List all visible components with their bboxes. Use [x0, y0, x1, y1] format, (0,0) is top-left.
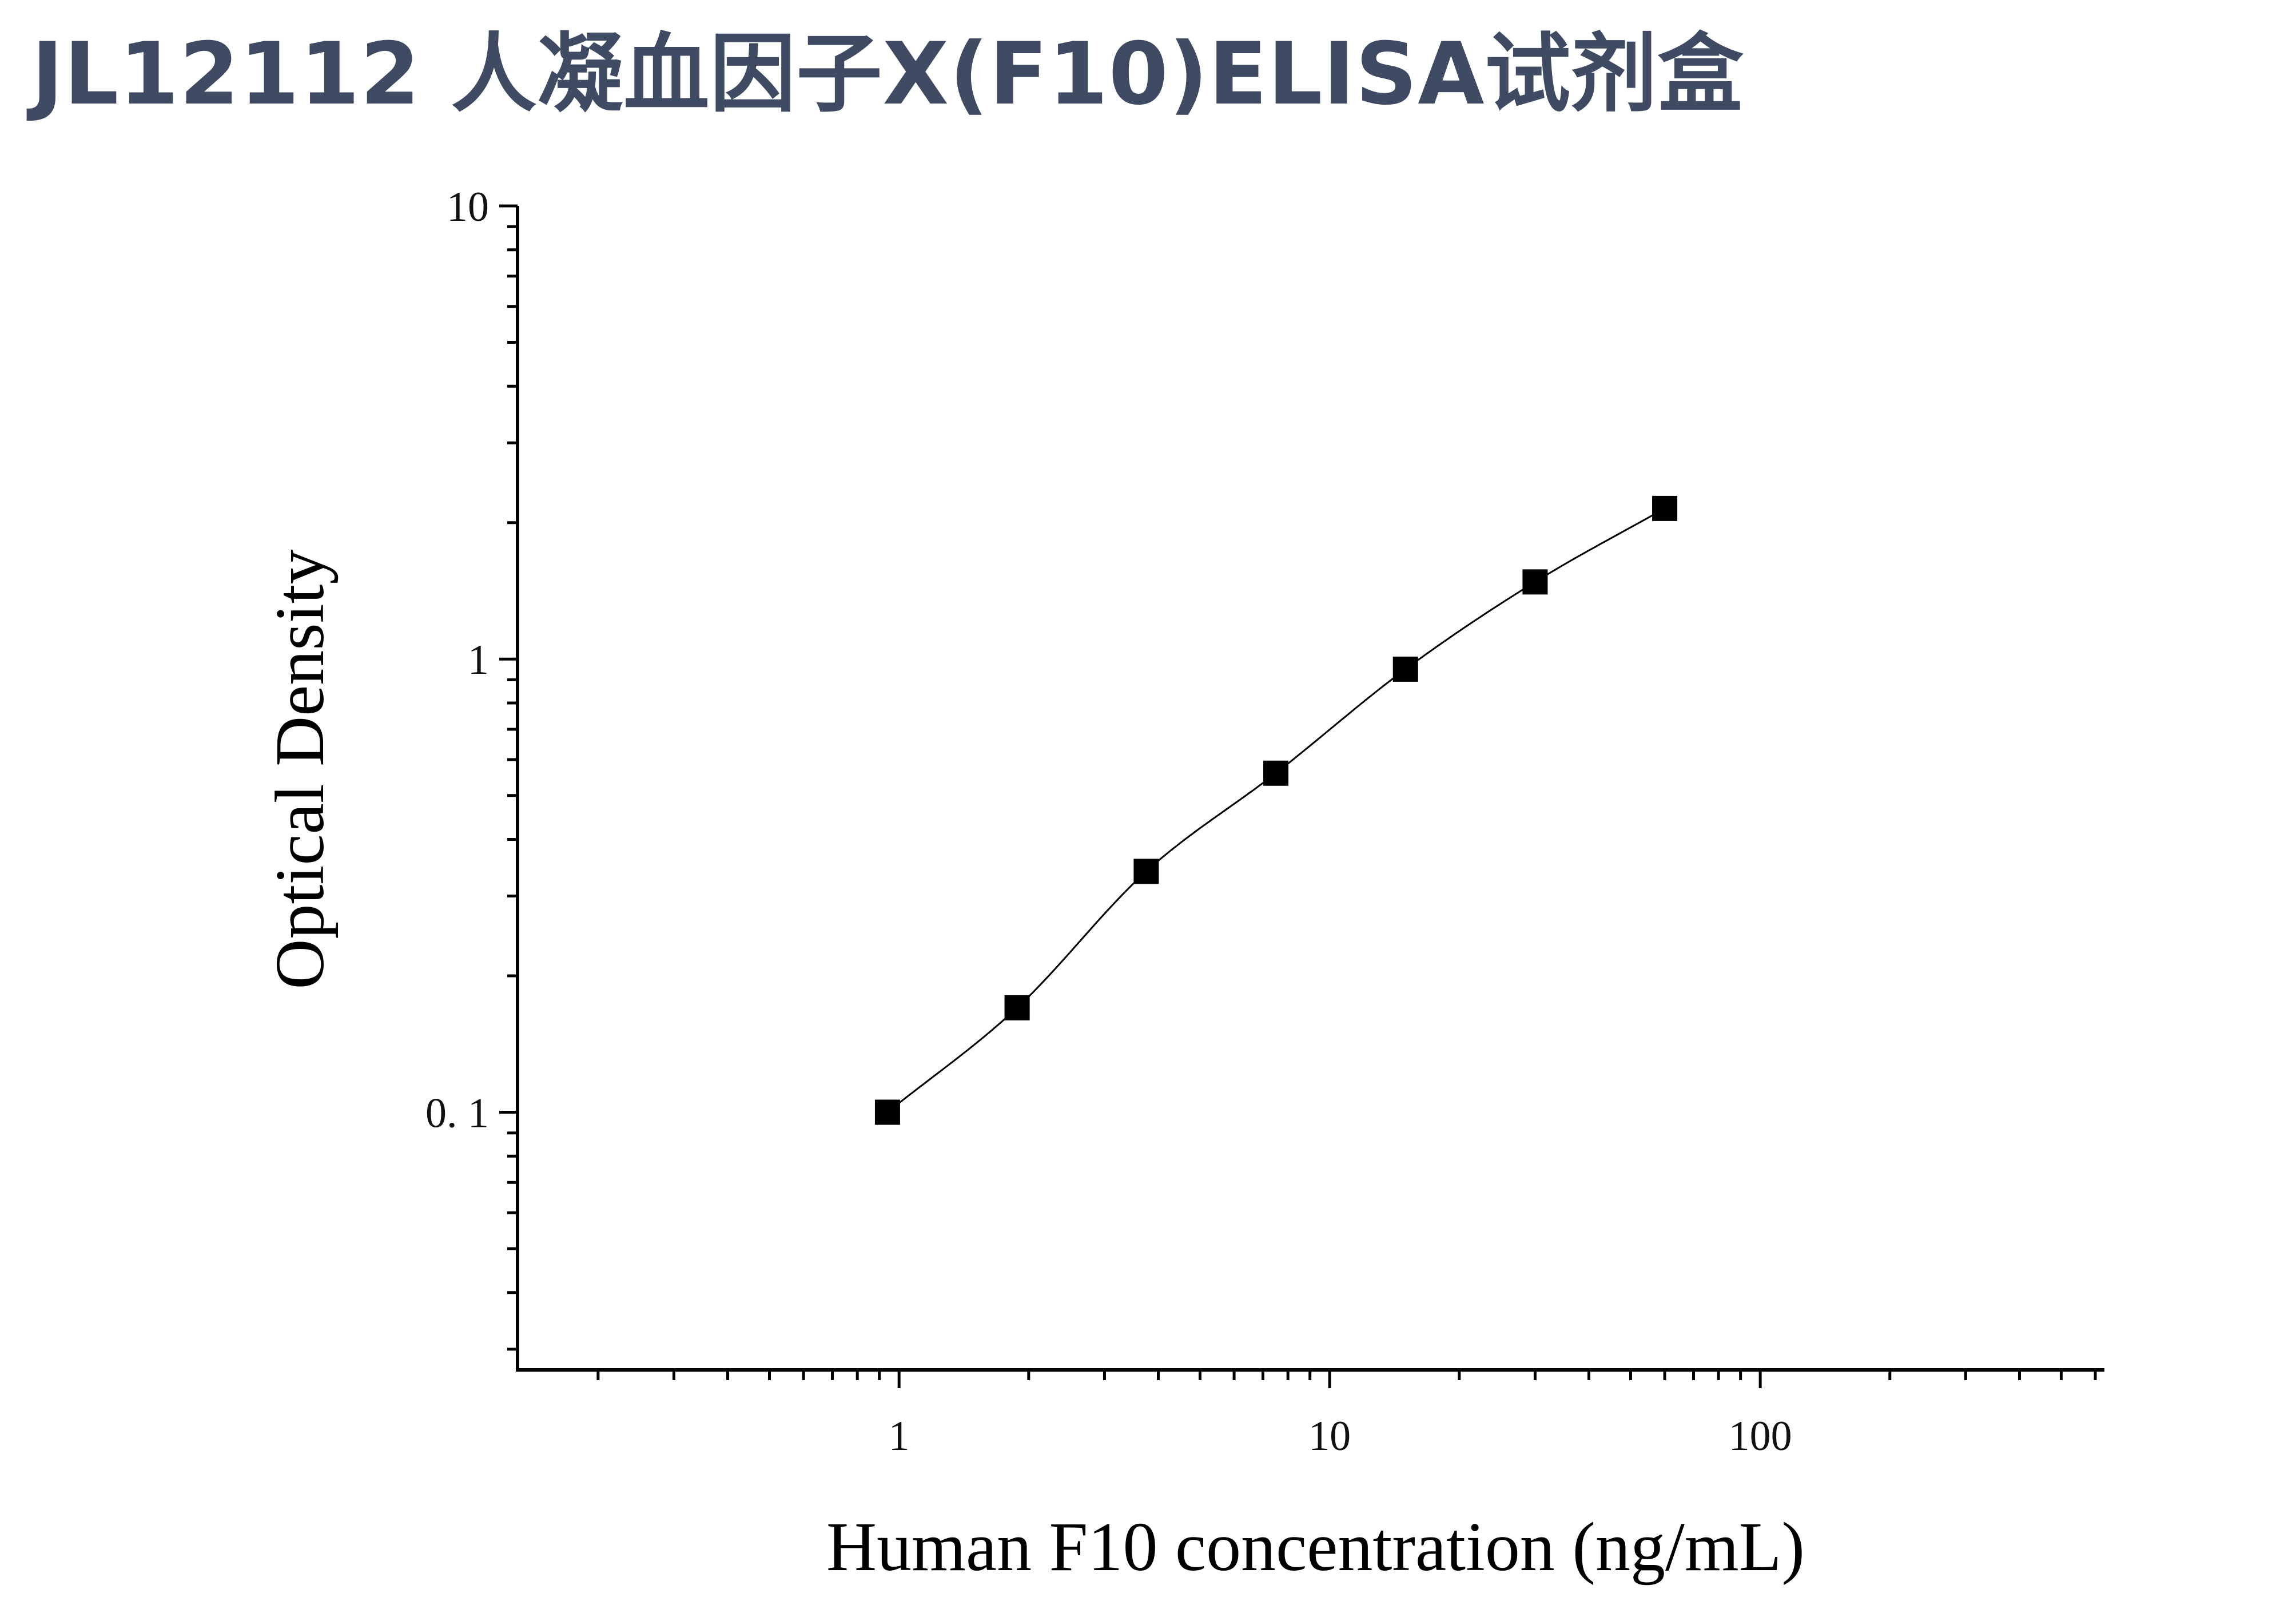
data-point: [874, 1099, 900, 1125]
fit-curve: [886, 507, 1665, 1113]
x-axis-title: Human F10 concentration (ng/mL): [826, 1508, 1805, 1586]
y-tick-label: 1: [468, 637, 489, 684]
x-tick-label: 100: [1729, 1413, 1792, 1460]
y-axis-title: Optical Density: [261, 549, 339, 989]
data-point: [1522, 569, 1548, 595]
y-tick-label: 0. 1: [425, 1090, 489, 1137]
y-tick-label: 10: [447, 184, 489, 231]
data-point: [1263, 760, 1289, 786]
data-point: [1133, 859, 1159, 884]
data-point: [1652, 495, 1678, 521]
page-title: JL12112 人凝血因子X(F10)ELISA试剂盒: [31, 25, 1744, 124]
x-tick-label: 10: [1308, 1413, 1351, 1460]
data-point: [1004, 995, 1030, 1020]
x-tick-label: 1: [889, 1413, 910, 1460]
data-point: [1392, 656, 1418, 682]
